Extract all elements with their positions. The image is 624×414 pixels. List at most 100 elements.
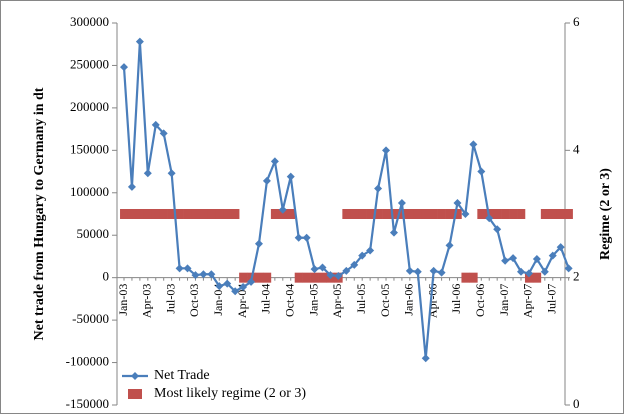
legend-label: Net Trade <box>154 368 210 383</box>
regime-segment <box>231 209 240 219</box>
legend-swatch <box>128 389 142 399</box>
regime-segment <box>223 209 232 219</box>
y-tick-label: -150000 <box>66 396 109 411</box>
trade-marker <box>389 228 398 237</box>
x-tick-label: Jan-05 <box>306 284 320 316</box>
trade-marker <box>413 267 422 276</box>
y2-tick-label: 0 <box>573 396 580 411</box>
regime-segment <box>564 209 573 219</box>
trade-marker <box>350 260 359 269</box>
trade-marker <box>175 264 184 273</box>
y2-axis-title: Regime (2 or 3) <box>598 168 613 260</box>
regime-segment <box>532 272 542 283</box>
regime-segment <box>286 209 296 219</box>
trade-marker <box>318 263 327 272</box>
trade-marker <box>302 233 311 242</box>
trade-marker <box>509 254 518 263</box>
trade-marker <box>231 287 240 296</box>
regime-segment <box>342 209 351 219</box>
x-tick-label: Oct-04 <box>282 284 296 317</box>
regime-segment <box>509 209 518 219</box>
trade-marker <box>151 120 160 129</box>
y-tick-label: 50000 <box>77 226 110 241</box>
regime-segment <box>366 209 375 219</box>
trade-marker <box>199 270 208 279</box>
y-tick-label: -50000 <box>72 311 109 326</box>
trade-marker <box>540 267 549 276</box>
regime-segment <box>255 272 264 283</box>
trade-marker <box>524 269 533 278</box>
trade-marker <box>485 214 494 223</box>
trade-marker <box>397 198 406 207</box>
x-tick-label: Apr-04 <box>235 284 249 318</box>
x-tick-label: Oct-05 <box>378 284 392 317</box>
regime-segment <box>461 272 470 283</box>
trade-marker <box>342 266 351 275</box>
trade-marker <box>532 254 541 263</box>
regime-segment <box>183 209 192 219</box>
y2-tick-label: 6 <box>573 14 580 29</box>
regime-segment <box>318 272 327 283</box>
regime-segment <box>453 209 462 219</box>
regime-segment <box>382 209 391 219</box>
trade-marker <box>159 129 168 138</box>
regime-segment <box>270 209 280 219</box>
regime-segment <box>556 209 565 219</box>
trade-marker <box>437 268 446 277</box>
regime-segment <box>517 209 526 219</box>
trade-marker <box>143 169 152 178</box>
y-tick-label: 0 <box>103 269 110 284</box>
regime-segment <box>215 209 224 219</box>
regime-segment <box>278 209 288 219</box>
regime-segment <box>350 209 359 219</box>
x-tick-label: Jul-05 <box>354 284 368 314</box>
regime-segment <box>207 209 216 219</box>
trade-marker <box>167 169 176 178</box>
regime-segment <box>524 272 534 283</box>
regime-segment <box>437 209 446 219</box>
regime-segment <box>127 209 137 219</box>
regime-segment <box>294 272 303 283</box>
regime-segment <box>493 209 502 219</box>
regime-segment <box>429 209 438 219</box>
regime-segment <box>405 209 415 219</box>
trade-marker <box>310 265 319 274</box>
trade-marker <box>239 283 248 292</box>
regime-segment <box>302 272 311 283</box>
regime-segment <box>143 209 153 219</box>
y-tick-label: -100000 <box>66 354 109 369</box>
trade-marker <box>326 271 335 280</box>
y-tick-label: 300000 <box>70 14 109 29</box>
legend-label: Most likely regime (2 or 3) <box>154 386 306 401</box>
x-tick-label: Apr-03 <box>140 284 154 318</box>
trade-marker <box>191 271 200 280</box>
trade-marker <box>207 270 216 279</box>
trade-marker <box>493 225 502 234</box>
regime-segment <box>477 209 486 219</box>
regime-segment <box>445 209 454 219</box>
trade-marker <box>548 251 557 260</box>
regime-segment <box>501 209 510 219</box>
trade-marker <box>517 267 525 276</box>
regime-segment <box>374 209 383 219</box>
legend-marker <box>131 372 139 380</box>
trade-marker <box>405 266 414 275</box>
x-tick-label: Apr-07 <box>521 284 535 318</box>
x-tick-label: Jul-04 <box>259 284 273 314</box>
regime-segment <box>151 209 161 219</box>
regime-segment <box>548 209 558 219</box>
x-tick-label: Jan-07 <box>497 284 511 316</box>
trade-marker <box>215 282 224 291</box>
x-tick-label: Jul-07 <box>545 284 559 314</box>
regime-segment <box>175 209 184 219</box>
regime-segment <box>199 209 208 219</box>
regime-segment <box>159 209 168 219</box>
trade-marker <box>247 277 256 286</box>
regime-segment <box>540 209 550 219</box>
trade-marker <box>135 37 144 46</box>
trade-marker <box>254 239 263 248</box>
regime-segment <box>413 209 423 219</box>
regime-segment <box>262 272 272 283</box>
